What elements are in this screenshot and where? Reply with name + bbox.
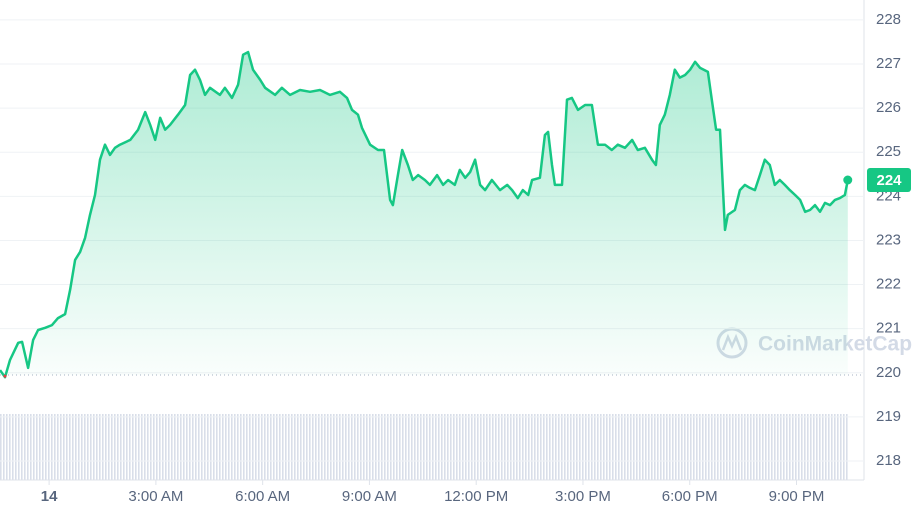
y-tick-label: 221 bbox=[876, 320, 901, 337]
price-line bbox=[0, 50, 850, 379]
y-tick-label: 226 bbox=[876, 99, 901, 116]
volume-bars bbox=[0, 414, 848, 480]
y-tick-label: 220 bbox=[876, 364, 901, 381]
x-tick-label: 12:00 PM bbox=[444, 488, 508, 505]
x-tick-label: 14 bbox=[41, 488, 58, 505]
y-tick-label: 227 bbox=[876, 55, 901, 72]
y-tick-label: 218 bbox=[876, 452, 901, 469]
y-tick-label: 228 bbox=[876, 11, 901, 28]
last-point bbox=[843, 175, 853, 185]
x-tick-label: 9:00 AM bbox=[342, 488, 397, 505]
y-tick-label: 225 bbox=[876, 143, 901, 160]
x-tick-label: 6:00 AM bbox=[235, 488, 290, 505]
x-tick-label: 9:00 PM bbox=[769, 488, 825, 505]
y-tick-label: 219 bbox=[876, 408, 901, 425]
current-value-box bbox=[867, 168, 911, 192]
current-value-label: 224 bbox=[876, 172, 902, 189]
first-point bbox=[3, 374, 7, 378]
area bbox=[0, 52, 848, 378]
x-tick-label: 3:00 PM bbox=[555, 488, 611, 505]
x-tick-label: 6:00 PM bbox=[662, 488, 718, 505]
y-tick-label: 223 bbox=[876, 231, 901, 248]
x-tick-label: 3:00 AM bbox=[128, 488, 183, 505]
y-tick-label: 222 bbox=[876, 276, 901, 293]
